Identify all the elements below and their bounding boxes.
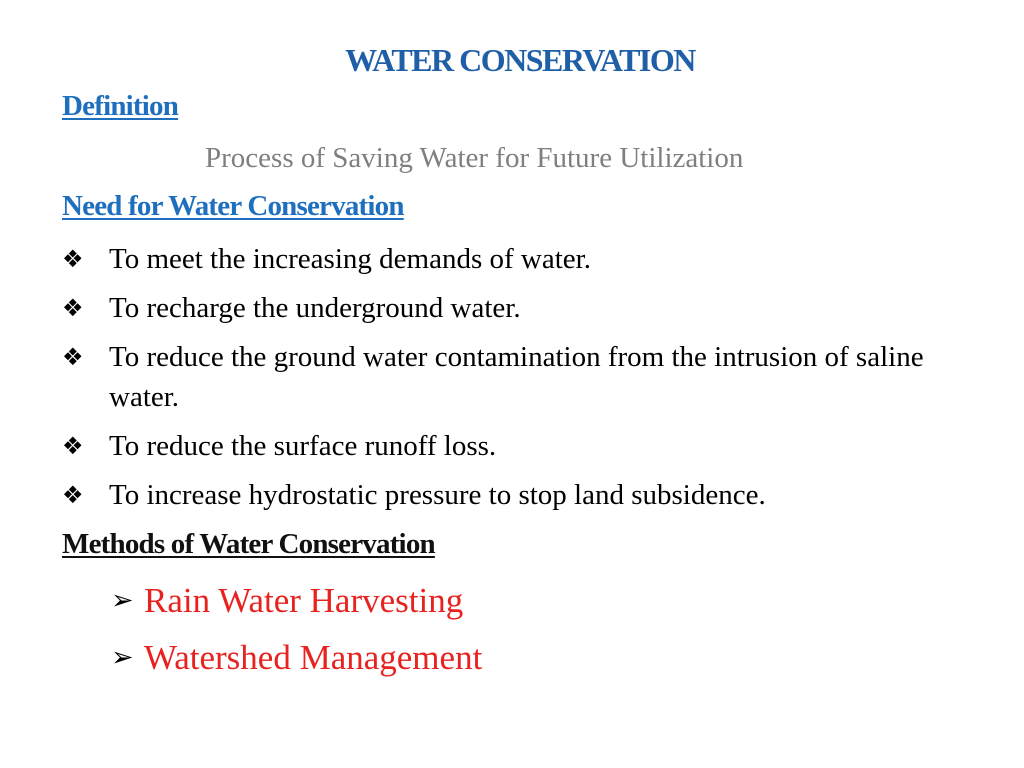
definition-heading: Definition	[62, 90, 179, 122]
methods-list: ➢ Rain Water Harvesting ➢ Watershed Mana…	[111, 578, 482, 692]
need-list-item: ❖ To reduce the ground water contaminati…	[62, 337, 992, 417]
need-item-text: To recharge the underground water.	[109, 292, 521, 324]
need-heading: Need for Water Conservation	[62, 190, 404, 222]
methods-heading: Methods of Water Conservation	[62, 528, 436, 560]
methods-list-item: ➢ Watershed Management	[111, 635, 482, 681]
definition-text: Process of Saving Water for Future Utili…	[205, 142, 744, 174]
arrow-bullet-icon: ➢	[111, 585, 134, 616]
need-list: ❖ To meet the increasing demands of wate…	[62, 239, 992, 524]
need-list-item: ❖ To meet the increasing demands of wate…	[62, 239, 992, 279]
need-item-text: To increase hydrostatic pressure to stop…	[109, 479, 766, 511]
methods-list-item: ➢ Rain Water Harvesting	[111, 578, 482, 624]
slide-title: WATER CONSERVATION	[345, 42, 696, 78]
diamond-bullet-icon: ❖	[62, 432, 84, 460]
method-item-text: Rain Water Harvesting	[144, 581, 464, 620]
diamond-bullet-icon: ❖	[62, 294, 84, 322]
diamond-bullet-icon: ❖	[62, 245, 84, 273]
method-item-text: Watershed Management	[144, 638, 483, 677]
diamond-bullet-icon: ❖	[62, 343, 84, 371]
need-item-text: To reduce the ground water contamination…	[109, 341, 924, 413]
need-list-item: ❖ To reduce the surface runoff loss.	[62, 426, 992, 466]
diamond-bullet-icon: ❖	[62, 481, 84, 509]
arrow-bullet-icon: ➢	[111, 642, 134, 673]
need-item-text: To reduce the surface runoff loss.	[109, 430, 497, 462]
need-list-item: ❖ To increase hydrostatic pressure to st…	[62, 475, 992, 515]
need-list-item: ❖ To recharge the underground water.	[62, 288, 992, 328]
need-item-text: To meet the increasing demands of water.	[109, 243, 591, 275]
